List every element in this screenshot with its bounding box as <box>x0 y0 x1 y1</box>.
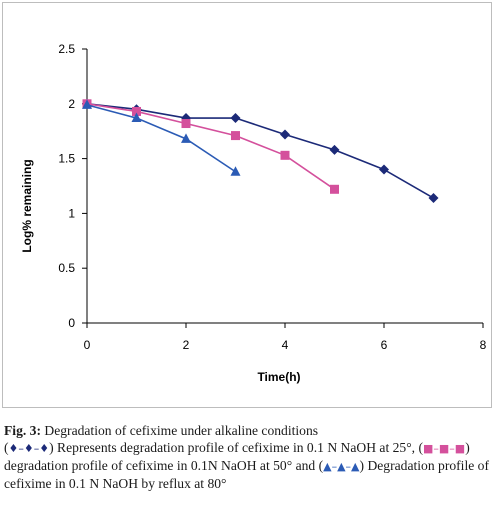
y-tick-label: 1 <box>68 206 75 220</box>
line-chart: 0 0.5 1 1.5 2 2.5 0 2 4 6 8 Time(h) Log% remaining <box>20 42 487 384</box>
diamond-marker <box>230 113 241 124</box>
x-axis-label: Time(h) <box>257 370 300 384</box>
series-line-triangle <box>86 104 236 173</box>
y-tick-label: 0.5 <box>58 261 75 275</box>
caption-text-2: ) degradation profile of cefixime in 0.1… <box>4 440 470 473</box>
square-marker <box>330 184 339 194</box>
square-marker <box>231 131 240 141</box>
diamond-marker <box>428 193 439 204</box>
figure-frame: 0 0.5 1 1.5 2 2.5 0 2 4 6 8 Time(h) Log% remaining <box>2 2 492 408</box>
y-tick-label: 2 <box>68 97 75 111</box>
x-tick-label: 4 <box>282 338 289 352</box>
y-tick-label: 2.5 <box>58 42 75 56</box>
square-marker <box>280 150 290 160</box>
diamond-marker <box>280 129 290 140</box>
caption-paren: ( <box>4 440 9 455</box>
triangle-marker <box>131 112 142 123</box>
triangle-marker <box>230 166 241 176</box>
y-tick-label: 0 <box>68 316 75 330</box>
triangle-marker <box>181 133 191 143</box>
figure-caption: Fig. 3: Degradation of cefixime under al… <box>4 422 496 492</box>
x-tick-label: 6 <box>381 338 388 352</box>
square-marker <box>181 119 191 129</box>
triangle-marker <box>82 99 92 109</box>
diamond-marker <box>379 164 389 175</box>
caption-title: Degradation of cefixime under alkaline c… <box>41 423 319 438</box>
caption-text-3: ) Degradation profile of cefixime in 0.1… <box>4 458 489 491</box>
x-tick-label: 2 <box>183 338 190 352</box>
diamond-marker <box>329 144 340 155</box>
square-marker <box>132 106 141 116</box>
y-axis-label: Log% remaining <box>20 159 34 252</box>
series-line-diamond <box>86 103 434 199</box>
square-series-symbol: ■–■–■ <box>423 442 466 455</box>
diamond-series-symbol: ♦–♦–♦ <box>8 442 50 455</box>
x-tick-label: 0 <box>84 338 91 352</box>
y-tick-label: 1.5 <box>58 152 75 166</box>
triangle-series-symbol: ▲–▲–▲ <box>323 460 360 473</box>
caption-fig-label: Fig. 3: <box>4 423 41 438</box>
caption-text-1: ) Represents degradation profile of cefi… <box>49 440 423 455</box>
series-line-square <box>86 103 335 190</box>
x-tick-label: 8 <box>480 338 487 352</box>
